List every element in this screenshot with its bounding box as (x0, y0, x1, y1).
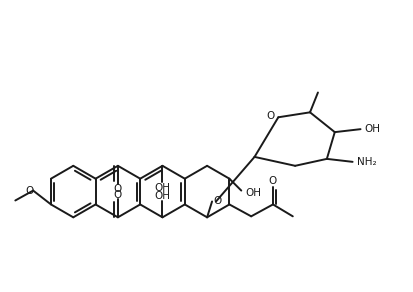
Text: O: O (212, 197, 221, 206)
Text: NH₂: NH₂ (356, 157, 375, 167)
Text: O: O (268, 176, 276, 186)
Text: OH: OH (244, 187, 261, 198)
Text: O: O (114, 190, 122, 199)
Text: OH: OH (154, 190, 170, 201)
Text: O: O (266, 111, 274, 121)
Text: OH: OH (154, 182, 170, 193)
Text: O: O (114, 184, 122, 194)
Text: O: O (25, 186, 33, 196)
Text: OH: OH (363, 124, 380, 134)
